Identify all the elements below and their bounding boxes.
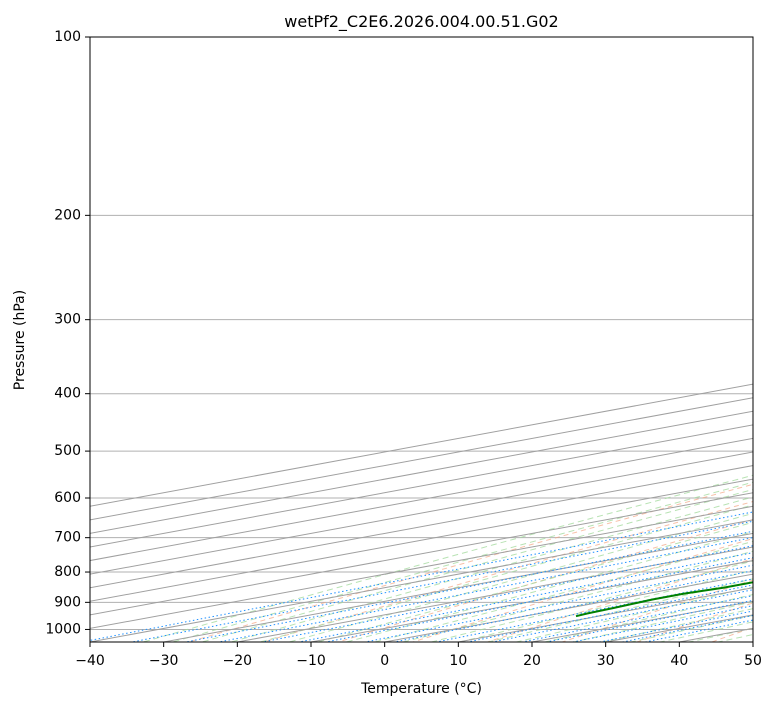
dry-adiabat-line (336, 519, 753, 642)
chart-title: wetPf2_C2E6.2026.004.00.51.G02 (284, 12, 558, 32)
moist-adiabat-line (200, 488, 753, 642)
dry-adiabat-line (261, 500, 753, 642)
x-tick-label: 40 (670, 653, 688, 669)
isotherm-line (90, 492, 753, 616)
isotherm-line (90, 505, 753, 629)
isotherm-line (90, 465, 753, 589)
y-axis-ticks: 100 200 300 400 500 600 700 800 900 1000 (45, 29, 90, 637)
y-tick-label: 400 (54, 386, 81, 402)
x-axis-ticks: −40 −30 −20 −10 0 10 20 30 40 50 (75, 642, 762, 669)
isotherm-line (90, 451, 753, 575)
isotherm-line (160, 532, 753, 642)
moist-adiabat-line (485, 578, 753, 642)
x-tick-label: 30 (597, 653, 615, 669)
y-tick-label: 1000 (45, 621, 81, 637)
isotherm-grid (90, 383, 753, 642)
x-tick-label: 0 (380, 653, 389, 669)
x-tick-label: 20 (523, 653, 541, 669)
plot-frame (89, 36, 754, 643)
y-tick-label: 200 (54, 207, 81, 223)
y-tick-label: 700 (54, 530, 81, 546)
x-axis-title: Temperature (°C) (360, 681, 482, 697)
dry-adiabat-line (485, 558, 753, 642)
y-axis-title: Pressure (hPa) (12, 290, 28, 390)
y-tick-label: 300 (54, 312, 81, 328)
y-tick-label: 900 (54, 594, 81, 610)
mixing-ratio-line (619, 614, 753, 642)
isotherm-line (90, 519, 753, 642)
isotherm-line (90, 478, 753, 602)
moist-adiabat-line (429, 560, 753, 642)
isotherm-line (90, 424, 753, 548)
x-tick-label: 10 (449, 653, 467, 669)
mixing-ratio-line (323, 557, 753, 642)
y-tick-label: 100 (54, 29, 81, 45)
mixing-ratio-line (362, 564, 753, 642)
moist-adiabat-line (315, 521, 753, 642)
isobar-grid (90, 37, 753, 630)
moist-adiabat-line (344, 531, 753, 642)
y-tick-label: 600 (54, 490, 81, 506)
x-tick-label: 50 (744, 653, 762, 669)
x-tick-label: −20 (223, 653, 253, 669)
isotherm-line (90, 437, 753, 562)
dry-adiabats (186, 483, 753, 642)
x-tick-label: −30 (149, 653, 179, 669)
x-tick-label: −10 (296, 653, 326, 669)
moist-adiabat-line (571, 601, 753, 642)
mixing-ratio-line (642, 619, 753, 642)
y-tick-label: 800 (54, 564, 81, 580)
mixing-ratio-line (296, 552, 753, 642)
x-tick-label: −40 (75, 653, 105, 669)
moist-adiabat-line (400, 550, 753, 642)
moist-adiabat-line (170, 481, 753, 642)
mixing-ratio-line (260, 545, 753, 642)
mixing-ratio-lines (90, 511, 753, 642)
mixing-ratio-line (129, 520, 753, 642)
y-tick-label: 500 (54, 443, 81, 459)
